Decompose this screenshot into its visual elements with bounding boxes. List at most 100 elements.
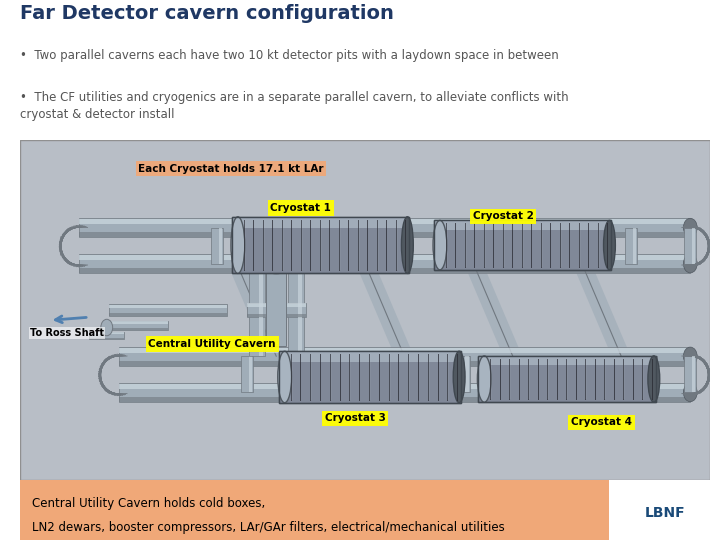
Polygon shape <box>100 383 114 396</box>
Polygon shape <box>63 259 80 267</box>
Bar <box>232 217 410 273</box>
Bar <box>564 356 567 393</box>
Polygon shape <box>99 359 106 377</box>
Polygon shape <box>100 354 114 367</box>
Bar <box>119 383 690 402</box>
Bar <box>248 264 264 356</box>
Bar <box>359 356 372 393</box>
Polygon shape <box>59 249 71 265</box>
Bar <box>279 351 461 403</box>
Bar <box>339 227 351 264</box>
Polygon shape <box>700 228 711 245</box>
Bar <box>79 232 690 237</box>
Bar <box>644 356 657 393</box>
Polygon shape <box>99 380 112 395</box>
Bar <box>457 356 469 393</box>
Bar <box>109 313 227 315</box>
Polygon shape <box>60 254 76 267</box>
Text: Cryostat 1: Cryostat 1 <box>271 203 331 213</box>
Polygon shape <box>700 247 711 265</box>
Polygon shape <box>683 392 702 395</box>
Ellipse shape <box>683 383 697 402</box>
Bar <box>119 348 690 353</box>
Polygon shape <box>683 355 702 357</box>
Polygon shape <box>99 381 113 395</box>
Polygon shape <box>686 226 704 231</box>
Polygon shape <box>60 238 62 258</box>
Polygon shape <box>703 373 711 392</box>
Polygon shape <box>701 357 711 375</box>
Ellipse shape <box>683 254 697 273</box>
Ellipse shape <box>231 217 245 273</box>
Bar <box>633 227 636 264</box>
Ellipse shape <box>603 220 616 270</box>
Bar <box>109 305 227 308</box>
Polygon shape <box>683 264 702 266</box>
Polygon shape <box>698 378 710 394</box>
Bar <box>684 227 696 264</box>
Text: LN2 dewars, booster compressors, LAr/GAr filters, electrical/mechanical utilitie: LN2 dewars, booster compressors, LAr/GAr… <box>32 521 505 534</box>
Polygon shape <box>68 264 86 266</box>
Text: To Ross Shaft: To Ross Shaft <box>30 328 104 338</box>
Ellipse shape <box>683 218 697 237</box>
Polygon shape <box>685 262 703 266</box>
Bar <box>109 305 227 315</box>
Polygon shape <box>693 255 708 267</box>
Polygon shape <box>100 367 102 387</box>
Text: Cryostat 4: Cryostat 4 <box>571 417 632 427</box>
Text: Each Cryostat holds 17.1 kt LAr: Each Cryostat holds 17.1 kt LAr <box>138 164 324 174</box>
Polygon shape <box>106 355 125 359</box>
Polygon shape <box>59 247 69 265</box>
Polygon shape <box>60 233 63 253</box>
Polygon shape <box>61 225 77 237</box>
Bar <box>478 356 656 402</box>
Polygon shape <box>99 369 104 389</box>
Polygon shape <box>691 386 708 396</box>
Bar <box>219 227 222 264</box>
Polygon shape <box>59 228 68 246</box>
Polygon shape <box>688 354 706 361</box>
Bar <box>653 356 656 393</box>
Polygon shape <box>60 241 64 260</box>
Polygon shape <box>62 225 78 235</box>
Bar <box>79 268 690 273</box>
Ellipse shape <box>266 264 286 274</box>
Polygon shape <box>65 261 84 267</box>
Ellipse shape <box>648 356 660 402</box>
Polygon shape <box>691 354 708 364</box>
Polygon shape <box>707 238 708 258</box>
Text: Central Utility Cavern holds cold boxes,: Central Utility Cavern holds cold boxes, <box>32 497 265 510</box>
Polygon shape <box>705 369 710 389</box>
Polygon shape <box>60 226 72 241</box>
Bar <box>232 217 410 228</box>
Bar <box>240 356 253 393</box>
Polygon shape <box>59 228 69 245</box>
Polygon shape <box>681 264 701 265</box>
Polygon shape <box>99 378 110 394</box>
Polygon shape <box>60 232 64 252</box>
Polygon shape <box>694 225 709 238</box>
Bar <box>478 356 656 402</box>
Bar <box>434 220 611 230</box>
Ellipse shape <box>278 351 292 403</box>
Polygon shape <box>62 257 78 267</box>
Polygon shape <box>101 384 117 396</box>
Bar <box>434 220 611 270</box>
Polygon shape <box>107 355 126 357</box>
Bar <box>446 227 449 264</box>
Polygon shape <box>104 354 123 360</box>
Polygon shape <box>697 355 710 370</box>
Polygon shape <box>704 231 710 250</box>
Polygon shape <box>69 227 88 228</box>
Bar <box>684 356 696 393</box>
Polygon shape <box>60 225 76 238</box>
Polygon shape <box>705 241 710 260</box>
Polygon shape <box>99 362 103 382</box>
Text: •  The CF utilities and cryogenics are in a separate parallel cavern, to allevia: • The CF utilities and cryogenics are in… <box>20 91 569 121</box>
Bar <box>109 321 168 323</box>
Bar <box>465 356 469 393</box>
Polygon shape <box>69 264 88 265</box>
Bar <box>298 264 302 356</box>
Polygon shape <box>705 232 710 252</box>
Bar <box>211 227 223 264</box>
